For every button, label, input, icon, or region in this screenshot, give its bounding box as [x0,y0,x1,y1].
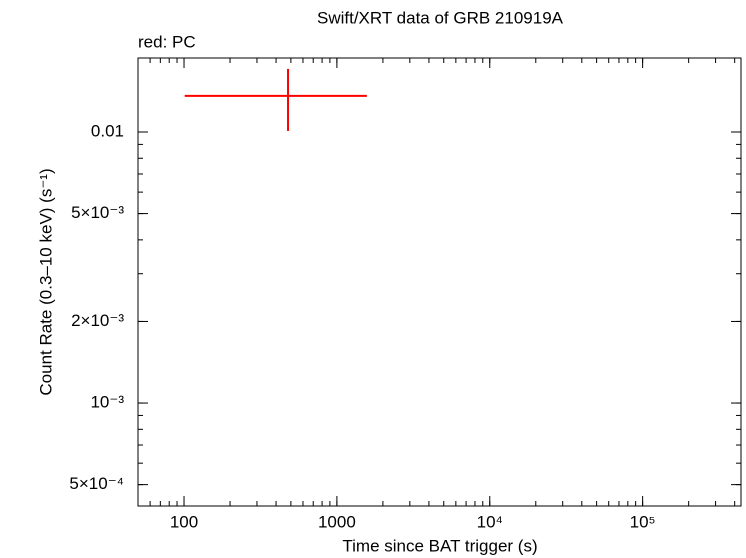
x-tick-label: 1000 [318,512,356,531]
x-tick-label: 10⁴ [477,512,503,531]
plot-frame [137,57,742,507]
x-tick-label: 10⁵ [630,512,656,531]
y-tick-label: 5×10⁻³ [71,203,124,222]
chart-title: Swift/XRT data of GRB 210919A [317,8,564,27]
y-axis-label: Count Rate (0.3–10 keV) (s⁻¹) [36,168,55,395]
y-tick-label: 2×10⁻³ [71,311,124,330]
y-tick-label: 0.01 [91,121,124,140]
x-tick-label: 100 [170,512,198,531]
y-tick-label: 10⁻³ [90,393,124,412]
subtitle: red: PC [138,32,196,51]
y-tick-label: 5×10⁻⁴ [69,474,124,493]
x-axis-label: Time since BAT trigger (s) [342,536,537,555]
